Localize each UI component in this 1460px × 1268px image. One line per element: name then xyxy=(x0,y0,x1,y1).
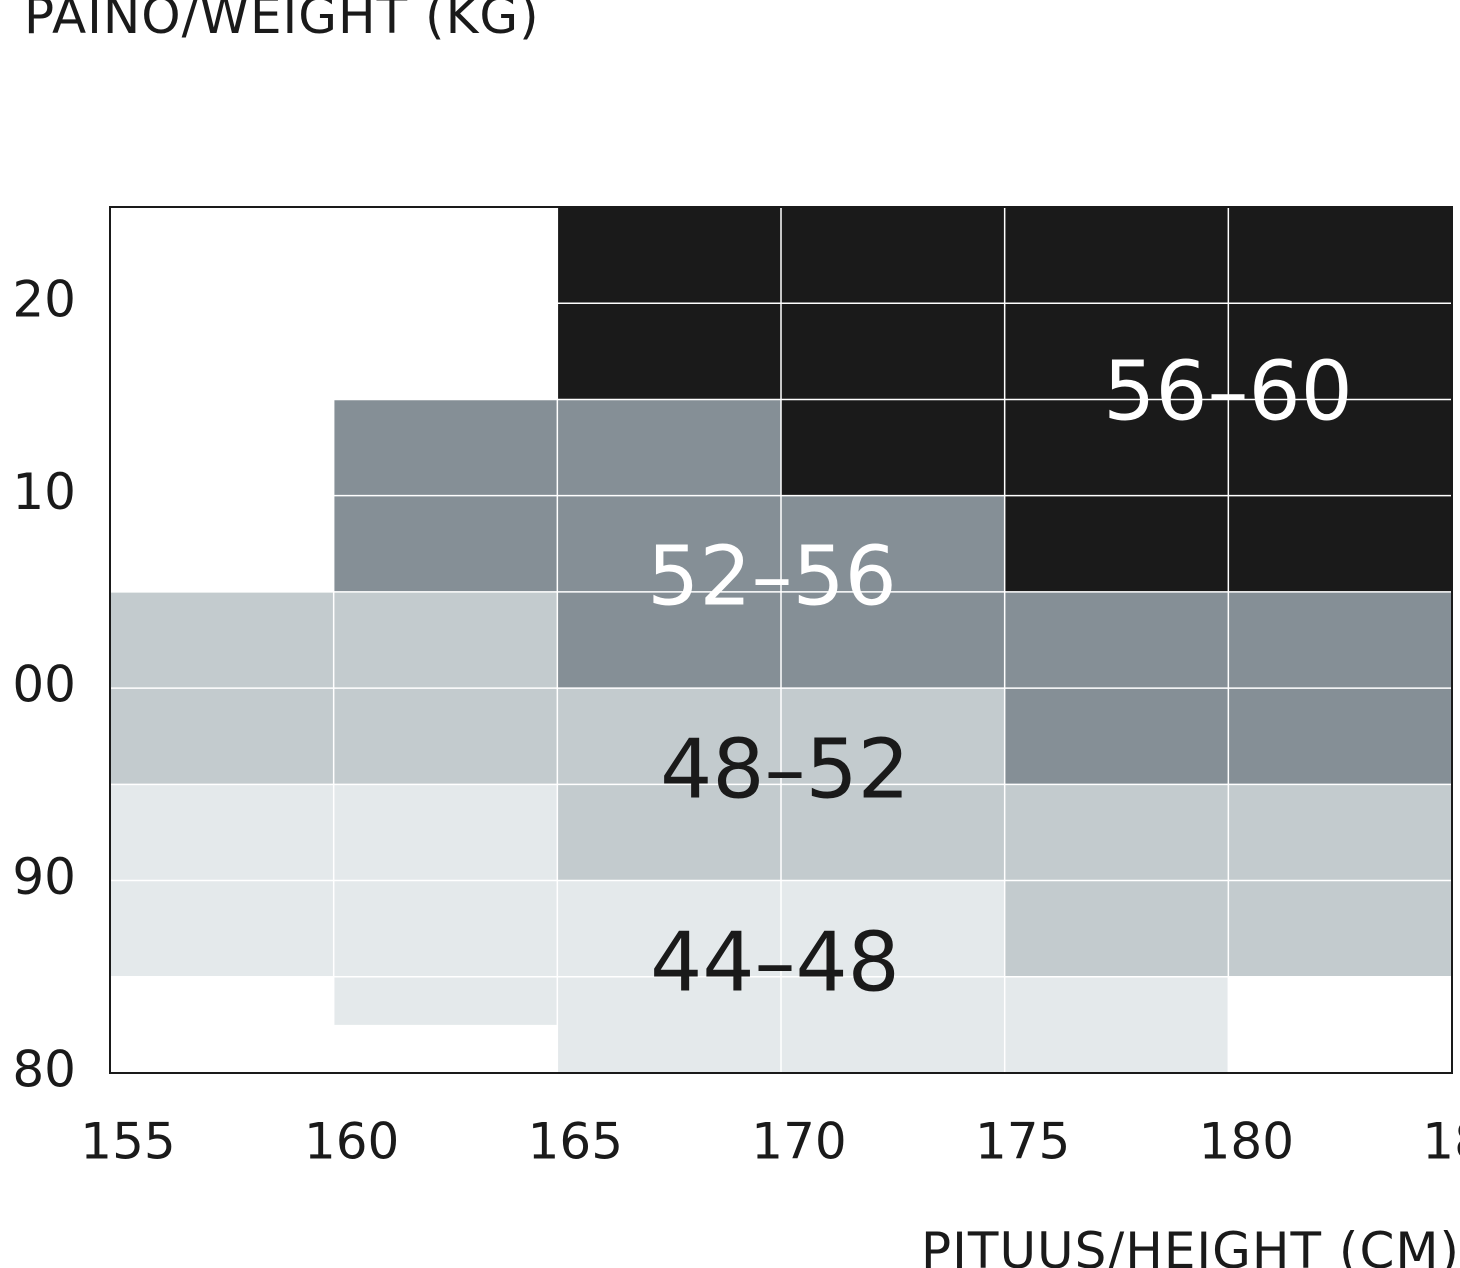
size-label: 56–60 xyxy=(1103,344,1353,439)
x-tick-label: 155 xyxy=(80,1113,175,1171)
y-tick-label: 80 xyxy=(12,1041,76,1099)
y-tick-label: 10 xyxy=(12,463,76,521)
size-region xyxy=(557,399,781,689)
x-tick-label: 160 xyxy=(304,1113,399,1171)
plot-frame xyxy=(109,206,1453,1074)
size-region xyxy=(781,207,1005,496)
y-tick-label: 90 xyxy=(12,848,76,906)
x-tick-label: 185 xyxy=(1422,1113,1460,1171)
y-tick-label: 20 xyxy=(12,271,76,329)
x-tick-label: 180 xyxy=(1199,1113,1294,1171)
size-label: 44–48 xyxy=(650,915,900,1010)
x-tick-label: 170 xyxy=(751,1113,846,1171)
size-region xyxy=(333,784,558,1025)
y-tick-label: 00 xyxy=(12,656,76,714)
x-axis-title: PITUUS/HEIGHT (CM) xyxy=(921,1222,1460,1268)
x-tick-label: 175 xyxy=(975,1113,1070,1171)
size-label: 52–56 xyxy=(647,529,897,624)
size-label: 48–52 xyxy=(660,722,910,817)
y-axis-title: PAINO/WEIGHT (KG) xyxy=(24,0,540,45)
x-tick-label: 165 xyxy=(528,1113,623,1171)
size-region xyxy=(1004,976,1229,1073)
